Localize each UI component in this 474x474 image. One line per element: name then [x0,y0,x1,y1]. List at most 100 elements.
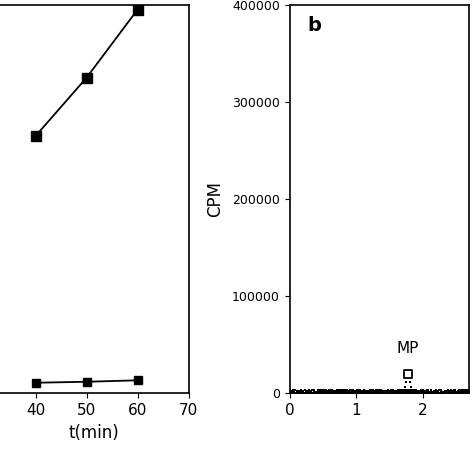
Point [405,371,412,378]
Point [433,390,440,397]
Point [288,389,295,396]
Point [288,389,296,397]
Point [378,390,386,397]
Point [328,388,336,395]
Point [349,389,357,396]
Point [365,388,373,396]
Point [381,388,388,395]
Point [416,387,424,395]
Point [464,386,472,394]
Point [361,389,369,396]
Point [383,387,391,394]
Point [287,388,294,396]
Point [435,390,443,397]
Point [455,386,463,394]
Point [440,389,448,396]
Point [310,387,318,395]
Point [363,388,370,396]
Point [465,388,472,395]
Point [357,389,365,396]
Point [364,387,372,395]
Point [380,389,387,396]
Point [377,389,384,397]
Point [413,389,421,397]
Point [428,389,436,396]
Point [403,374,410,381]
Point [298,388,306,395]
Point [397,388,404,395]
Point [395,386,402,393]
Point [316,389,323,397]
Point [301,386,309,394]
Point [422,388,429,395]
Point [429,389,437,397]
Point [427,386,435,394]
Point [464,386,471,393]
Point [342,389,349,396]
Point [416,389,423,396]
Point [314,389,321,396]
Point [426,390,434,397]
Point [293,389,301,396]
Point [450,389,458,396]
Point [418,388,425,396]
X-axis label: t(min): t(min) [69,424,119,442]
Point [408,386,416,394]
Point [368,386,376,394]
Point [439,389,447,396]
Point [435,389,442,396]
Point [335,389,343,397]
Point [459,387,466,394]
Point [452,389,460,397]
Point [299,390,307,397]
Point [328,387,336,394]
Point [317,386,325,393]
Point [292,389,299,397]
Point [308,389,316,396]
Point [289,388,296,396]
Point [414,390,422,397]
Point [360,386,368,394]
Point [355,386,363,393]
Point [394,389,402,396]
Point [345,389,353,396]
Point [459,386,467,394]
Point [392,389,399,396]
Point [352,388,359,396]
Point [418,389,426,397]
Point [337,389,345,397]
Point [462,389,469,397]
Point [406,389,413,396]
Point [387,388,394,396]
Point [345,388,352,396]
Point [378,387,385,395]
Point [413,388,420,396]
Point [331,387,339,395]
Point [394,386,401,393]
Point [346,388,353,396]
Point [326,389,333,396]
Point [403,389,411,396]
Point [323,388,330,396]
Point [447,387,455,395]
Point [425,388,432,396]
Point [298,389,305,396]
Point [319,390,326,397]
Point [460,389,468,397]
Point [367,388,374,396]
Point [390,390,397,397]
Point [362,390,369,397]
Point [292,386,299,394]
Point [352,387,359,395]
Point [323,389,331,397]
Point [324,389,331,397]
Point [436,389,443,397]
Point [416,389,423,396]
Point [292,389,300,397]
Point [462,388,470,396]
Point [306,389,313,396]
Point [456,390,464,397]
Point [341,388,348,396]
Point [309,389,316,396]
Point [337,386,344,393]
